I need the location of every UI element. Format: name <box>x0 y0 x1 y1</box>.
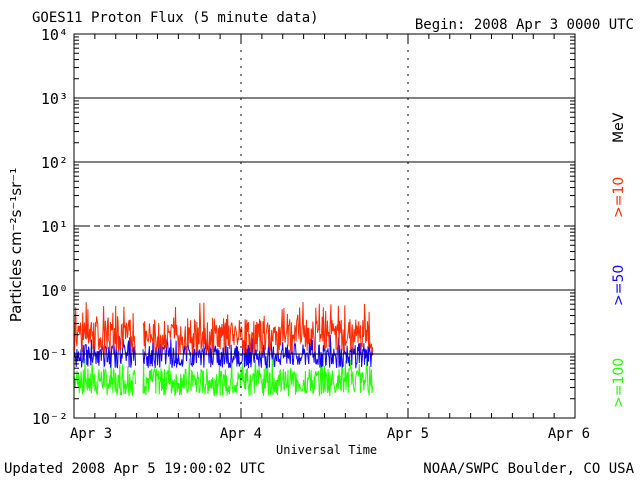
legend-ge50: >=50 <box>611 264 627 306</box>
y-tick-label: 10⁻² <box>32 410 68 428</box>
y-tick-label: 10⁴ <box>41 26 68 44</box>
x-tick-label: Apr 6 <box>548 426 590 442</box>
y-tick-label: 10¹ <box>41 218 68 236</box>
x-tick-label: Apr 5 <box>387 426 429 442</box>
updated-timestamp: Updated 2008 Apr 5 19:00:02 UTC <box>4 461 266 477</box>
x-tick-label: Apr 3 <box>70 426 112 442</box>
y-tick-label: 10² <box>41 154 68 172</box>
credit: NOAA/SWPC Boulder, CO USA <box>423 461 634 477</box>
begin-time: Begin: 2008 Apr 3 0000 UTC <box>414 17 634 33</box>
series-line-ge10 <box>73 301 374 355</box>
y-tick-label: 10³ <box>41 90 68 108</box>
series-line-ge100 <box>73 356 374 398</box>
y-axis-label: Particles cm⁻²s⁻¹sr⁻¹ <box>7 167 25 323</box>
y-tick-label: 10⁰ <box>41 282 68 300</box>
legend-unit: MeV <box>611 112 627 143</box>
legend-ge100: >=100 <box>611 357 627 408</box>
chart-title: GOES11 Proton Flux (5 minute data) <box>32 10 319 26</box>
x-tick-label: Apr 4 <box>220 426 262 442</box>
legend-ge10: >=10 <box>611 176 627 218</box>
x-axis-label: Universal Time <box>276 443 378 457</box>
y-axis-label-container: Particles cm⁻²s⁻¹sr⁻¹ <box>4 150 28 340</box>
y-tick-label: 10⁻¹ <box>32 346 68 364</box>
